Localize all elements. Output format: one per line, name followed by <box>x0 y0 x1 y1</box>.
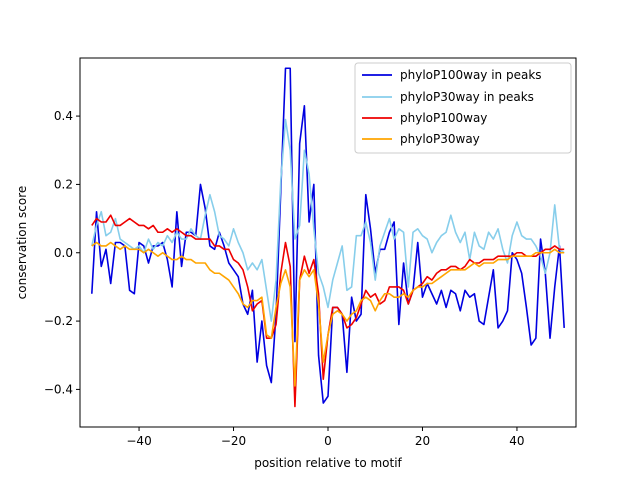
legend: phyloP100way in peaks phyloP30way in pea… <box>354 62 572 154</box>
x-tick-label: 20 <box>415 434 430 448</box>
y-tick-label: 0.4 <box>54 109 73 123</box>
series-layer <box>91 67 565 408</box>
x-tick-label: −40 <box>126 434 151 448</box>
x-tick-label: 40 <box>509 434 524 448</box>
y-tick-label: −0.4 <box>44 382 73 396</box>
legend-label-phylop100way: phyloP100way <box>400 111 487 125</box>
y-tick-label: 0.0 <box>54 246 73 260</box>
x-tick-label: −20 <box>221 434 246 448</box>
series-line-phylop30way <box>91 241 565 387</box>
legend-label-phylop30way-in-peaks: phyloP30way in peaks <box>400 90 534 104</box>
y-tick-label: −0.2 <box>44 314 73 328</box>
y-axis: −0.4 −0.2 0.0 0.2 0.4 <box>44 109 80 396</box>
x-axis-label: position relative to motif <box>254 456 402 470</box>
y-tick-label: 0.2 <box>54 177 73 191</box>
legend-frame <box>354 62 572 154</box>
y-axis-label: conservation score <box>15 186 29 300</box>
x-tick-label: 0 <box>324 434 332 448</box>
legend-label-phylop100way-in-peaks: phyloP100way in peaks <box>400 68 542 82</box>
x-axis: −40 −20 0 20 40 <box>126 427 525 448</box>
series-line-phylop30way-in-peaks <box>91 118 565 322</box>
series-line-phylop100way-in-peaks <box>91 67 565 404</box>
legend-label-phylop30way: phyloP30way <box>400 132 480 146</box>
